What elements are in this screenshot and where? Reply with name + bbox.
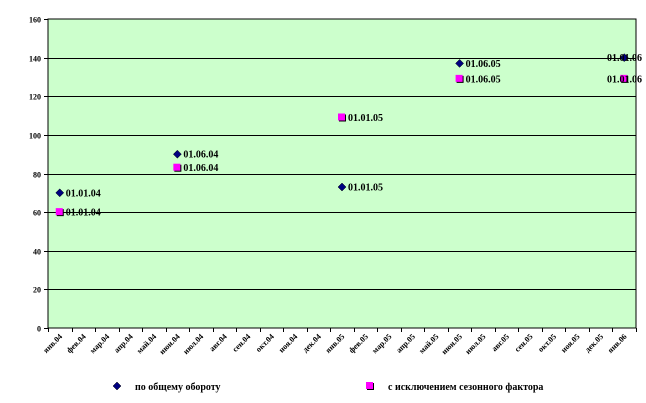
plot-area-group: [47, 18, 637, 329]
y-tick-label: 100: [29, 132, 41, 141]
y-tick-label: 0: [37, 325, 41, 334]
series-2-point: [620, 74, 628, 82]
x-tick-label: дек.05: [583, 332, 605, 354]
x-tick-label: мар.05: [370, 332, 393, 355]
x-tick-label: дек.04: [301, 332, 323, 354]
x-tick-label: окт.04: [254, 332, 276, 354]
x-tick-label: апр.05: [394, 332, 417, 355]
data-label: 01.01.06: [607, 74, 642, 85]
series-group: 01.01.04 01.06.04 01.01.05 01.06.05 01.01.06…: [55, 53, 642, 219]
x-tick-label: янв.05: [324, 332, 347, 355]
series-2-point: [55, 208, 63, 216]
series-1-point: [55, 188, 65, 198]
x-tick-label: авг.04: [208, 332, 229, 353]
x-tick-label: мар.04: [88, 332, 111, 355]
series-2-point: [338, 113, 345, 121]
legend-marker-1: [112, 381, 122, 391]
x-tick-label: июл.04: [181, 332, 205, 356]
x-tick-label: фев.05: [347, 332, 370, 355]
series-1-point: [455, 59, 464, 68]
y-tick-label: 80: [33, 171, 41, 180]
data-label: 01.01.06: [607, 53, 642, 64]
x-tick-label: янв.04: [41, 332, 64, 355]
legend-marker-2: [366, 382, 373, 389]
data-label: 01.01.05: [348, 113, 383, 124]
data-label: 01.01.04: [66, 188, 101, 199]
legend: по общему обороту с исключением сезонного…: [112, 381, 543, 393]
x-tick-label: май.04: [135, 332, 158, 355]
data-label: 01.06.05: [466, 74, 501, 85]
x-tick-label: июл.05: [463, 332, 487, 356]
data-label: 01.01.04: [66, 208, 101, 219]
x-tick-label: апр.04: [112, 332, 135, 355]
series-1-point: [337, 182, 347, 192]
legend-label: по общему обороту: [135, 382, 221, 393]
x-tick-label: июн.04: [157, 332, 181, 356]
series-2-point: [455, 74, 463, 82]
data-label: 01.06.05: [466, 59, 501, 70]
y-tick-label: 40: [33, 248, 41, 257]
series-1-point: [619, 53, 629, 62]
data-label: 01.01.05: [348, 183, 383, 194]
legend-label: с исключением сезонного фактора: [388, 382, 543, 393]
x-tick-label: янв.06: [606, 332, 629, 355]
x-tick-label: сен.04: [231, 332, 253, 354]
y-tick-label: 20: [33, 286, 41, 295]
x-tick-label: сен.05: [513, 332, 535, 354]
y-tick-label: 160: [29, 16, 41, 25]
y-tick-label: 120: [29, 93, 41, 102]
x-tick-label: фев.04: [65, 332, 88, 355]
series-2-point: [173, 163, 181, 171]
x-tick-label: окт.05: [536, 332, 558, 354]
y-axis: 0 20 40 60 80 100 120 140 160: [29, 16, 48, 334]
x-tick-label: авг.05: [490, 332, 511, 353]
x-axis: янв.04 фев.04 мар.04 апр.04 май.04 июн.04 июл.…: [41, 328, 637, 356]
x-tick-label: ноя.05: [559, 332, 581, 354]
y-tick-label: 140: [29, 55, 41, 64]
x-tick-label: май.05: [417, 332, 440, 355]
x-tick-label: июн.05: [440, 332, 464, 356]
x-tick-label: ноя.04: [277, 332, 299, 354]
series-1-point: [173, 149, 182, 159]
data-label: 01.06.04: [183, 150, 218, 161]
plot-background: [47, 18, 637, 329]
data-label: 01.06.04: [183, 163, 218, 174]
y-tick-label: 60: [33, 209, 41, 218]
